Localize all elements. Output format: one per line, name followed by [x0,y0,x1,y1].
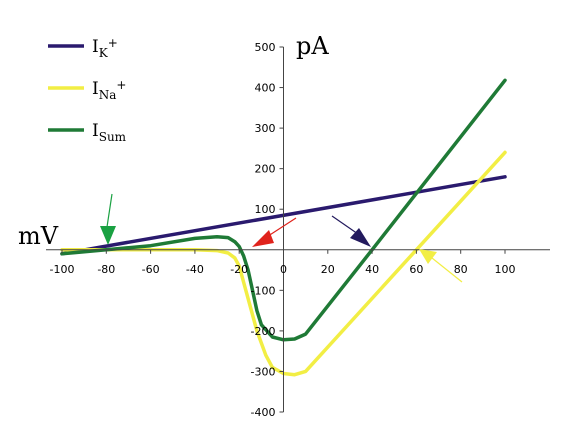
y-axis-title: pA [296,32,329,60]
x-axis-title: mV [18,222,59,250]
x-tick-label: -80 [97,263,115,276]
y-tick-label: 200 [255,163,276,176]
annotation-arrowhead-red [252,230,274,247]
annotation-layer [100,193,463,283]
x-tick-label: 60 [409,263,423,276]
y-tick-label: -200 [251,325,276,338]
annotation-arrowhead-green [100,226,116,245]
y-tick-label: 100 [255,203,276,216]
series-line-na [60,150,507,377]
legend-entry: INa+ [92,78,126,102]
annotation-arrowhead-yellow [419,249,437,264]
x-tick-label: 40 [365,263,379,276]
y-tick-label: -400 [251,406,276,419]
x-tick-label: 0 [280,263,287,276]
legend-entry: IK+ [92,36,118,60]
y-tick-label: 500 [255,41,276,54]
annotation-arrow-yellow [431,257,463,283]
legend-entry: ISum [92,121,127,144]
series-line-sum [60,78,507,342]
x-tick-label: -100 [50,263,75,276]
annotation-arrowhead-navy [350,228,371,247]
y-ticks: -400 -300 -200 -100 100 200 300 400 500 [251,41,284,419]
annotation-arrow-green [106,193,113,228]
x-tick-label: 100 [495,263,516,276]
y-tick-label: 400 [255,82,276,95]
y-tick-label: -100 [251,284,276,297]
y-tick-label: 300 [255,122,276,135]
x-tick-label: -60 [142,263,160,276]
x-tick-label: -20 [230,263,248,276]
y-tick-label: -300 [251,365,276,378]
annotation-arrow-navy [331,215,359,235]
axes-layer: -100 -80 -60 -40 -20 0 20 40 60 80 100 -400-300-20… [46,41,550,419]
legend: IK+ INa+ ISum [48,36,127,144]
x-tick-label: -40 [186,263,204,276]
x-ticks: -100 -80 -60 -40 -20 0 20 40 60 80 100 [50,249,516,276]
x-tick-label: 20 [321,263,335,276]
x-tick-label: 80 [454,263,468,276]
